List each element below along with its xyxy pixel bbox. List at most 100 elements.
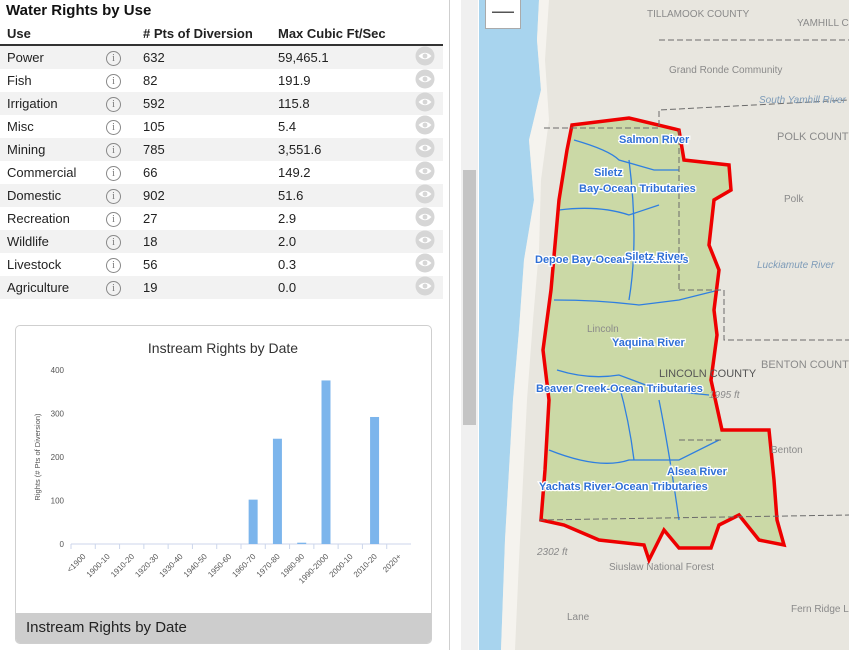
chart-y-tick-label: 400 bbox=[51, 366, 65, 375]
info-circle-icon[interactable]: i bbox=[106, 97, 121, 112]
max-cfs-cell: 2.9 bbox=[278, 211, 297, 226]
map-label-lincoln-county: LINCOLN COUNTY bbox=[659, 368, 757, 380]
visibility-cell bbox=[408, 138, 443, 161]
water-rights-table: Use # Pts of Diversion Max Cubic Ft/Sec … bbox=[0, 23, 443, 299]
table-body: Power i 632 59,465.1 Fish i 82 191.9 Irrigation i… bbox=[0, 45, 443, 299]
points-cell: 105 bbox=[143, 119, 165, 134]
column-header-use: Use bbox=[0, 23, 99, 46]
map-canvas[interactable]: TILLAMOOK COUNTY POLK COUNTY BENTON COUN… bbox=[479, 0, 849, 650]
info-circle-icon[interactable]: i bbox=[106, 189, 121, 204]
max-cfs-cell: 5.4 bbox=[278, 119, 297, 134]
info-circle-icon[interactable]: i bbox=[106, 143, 121, 158]
table-row: Misc i 105 5.4 bbox=[0, 115, 443, 138]
table-header-row: Use # Pts of Diversion Max Cubic Ft/Sec bbox=[0, 23, 443, 46]
water-rights-panel: Water Rights by Use Use # Pts of Diversi… bbox=[0, 2, 443, 644]
eye-icon[interactable] bbox=[415, 46, 435, 69]
info-circle-icon[interactable]: i bbox=[106, 120, 121, 135]
map-label-lincoln: Lincoln bbox=[587, 324, 619, 335]
chart-bar bbox=[272, 438, 282, 544]
points-cell: 19 bbox=[136, 276, 271, 299]
panel-scrollbar[interactable] bbox=[461, 0, 478, 650]
instream-rights-chart-card: Instream Rights by Date Rights (# Pts of … bbox=[15, 325, 432, 644]
eye-icon[interactable] bbox=[415, 92, 435, 115]
visibility-cell bbox=[408, 207, 443, 230]
info-circle-icon[interactable]: i bbox=[106, 166, 121, 181]
chart-x-tick-label: 1970-80 bbox=[255, 552, 283, 580]
use-cell: Irrigation bbox=[0, 92, 99, 115]
scrollbar-thumb[interactable] bbox=[463, 170, 476, 425]
column-header-visibility bbox=[408, 23, 443, 46]
info-cell: i bbox=[99, 184, 136, 207]
visibility-cell bbox=[408, 69, 443, 92]
basin-label-siletz: Siletz bbox=[594, 167, 623, 179]
eye-icon[interactable] bbox=[415, 207, 435, 230]
info-circle-icon[interactable]: i bbox=[106, 258, 121, 273]
chart-x-tick-label: 1950-60 bbox=[206, 552, 234, 580]
map-label-siuslaw: Siuslaw National Forest bbox=[609, 562, 714, 573]
panel-divider bbox=[449, 0, 450, 650]
map-view[interactable]: TILLAMOOK COUNTY POLK COUNTY BENTON COUN… bbox=[479, 0, 849, 650]
map-labels: TILLAMOOK COUNTY POLK COUNTY BENTON COUN… bbox=[536, 9, 849, 623]
chart-y-tick-label: 200 bbox=[51, 453, 65, 462]
map-label-grand-ronde: Grand Ronde Community bbox=[669, 65, 782, 76]
eye-icon[interactable] bbox=[415, 138, 435, 161]
info-circle-icon[interactable]: i bbox=[106, 74, 121, 89]
chart-card-footer[interactable]: Instream Rights by Date bbox=[16, 613, 431, 643]
info-circle-icon[interactable]: i bbox=[106, 51, 121, 66]
max-cfs-cell: 51.6 bbox=[271, 184, 408, 207]
info-cell: i bbox=[99, 115, 136, 138]
chart-x-tick-label: 1960-70 bbox=[230, 552, 258, 580]
max-cfs-cell: 3,551.6 bbox=[271, 138, 408, 161]
visibility-cell bbox=[408, 276, 443, 299]
map-label-south-yamhill: South Yamhill River bbox=[759, 95, 847, 106]
map-label-elevation-1995: 1995 ft bbox=[709, 390, 741, 401]
max-cfs-cell: 149.2 bbox=[278, 165, 311, 180]
eye-icon[interactable] bbox=[415, 230, 435, 253]
use-cell: Fish bbox=[7, 73, 32, 88]
info-cell: i bbox=[99, 138, 136, 161]
map-label-polk: Polk bbox=[784, 194, 804, 205]
pacific-ocean bbox=[479, 0, 541, 650]
table-row: Fish i 82 191.9 bbox=[0, 69, 443, 92]
chart-title: Instream Rights by Date bbox=[148, 340, 298, 356]
basin-labels: Salmon River Siletz Bay-Ocean Tributarie… bbox=[534, 133, 729, 495]
eye-icon[interactable] bbox=[415, 253, 435, 276]
info-cell: i bbox=[99, 161, 136, 184]
chart-bar bbox=[370, 416, 380, 544]
max-cfs-cell: 59,465.1 bbox=[271, 45, 408, 69]
column-header-points: # Pts of Diversion bbox=[136, 23, 271, 46]
visibility-cell bbox=[408, 45, 443, 69]
eye-icon[interactable] bbox=[415, 69, 435, 92]
chart-x-tick-label: 1910-20 bbox=[109, 552, 137, 580]
eye-icon[interactable] bbox=[415, 276, 435, 299]
zoom-out-button[interactable]: — bbox=[485, 0, 521, 29]
table-row: Agriculture i 19 0.0 bbox=[0, 276, 443, 299]
info-cell: i bbox=[99, 69, 136, 92]
info-cell: i bbox=[99, 45, 136, 69]
eye-icon[interactable] bbox=[415, 161, 435, 184]
table-row: Commercial i 66 149.2 bbox=[0, 161, 443, 184]
max-cfs-cell: 2.0 bbox=[271, 230, 408, 253]
info-circle-icon[interactable]: i bbox=[106, 281, 121, 296]
basin-label-yaquina-river: Yaquina River bbox=[612, 337, 685, 349]
table-row: Livestock i 56 0.3 bbox=[0, 253, 443, 276]
map-label-fern-ridge: Fern Ridge Lake bbox=[791, 604, 849, 615]
max-cfs-cell: 0.3 bbox=[278, 257, 297, 272]
eye-icon[interactable] bbox=[415, 115, 435, 138]
table-row: Power i 632 59,465.1 bbox=[0, 45, 443, 69]
chart-y-axis-label: Rights (# Pts of Diversion) bbox=[33, 413, 42, 501]
info-circle-icon[interactable]: i bbox=[106, 235, 121, 250]
instream-rights-chart: Instream Rights by Date Rights (# Pts of … bbox=[33, 340, 411, 585]
chart-bar bbox=[248, 499, 258, 544]
points-cell: 66 bbox=[143, 165, 158, 180]
chart-y-tick-label: 300 bbox=[51, 410, 65, 419]
basin-boundaries bbox=[548, 139, 720, 521]
use-cell: Wildlife bbox=[0, 230, 99, 253]
info-circle-icon[interactable]: i bbox=[106, 212, 121, 227]
points-cell: 56 bbox=[143, 257, 158, 272]
max-cfs-cell: 191.9 bbox=[278, 73, 311, 88]
eye-icon[interactable] bbox=[415, 184, 435, 207]
use-cell: Misc bbox=[7, 119, 34, 134]
table-row: Irrigation i 592 115.8 bbox=[0, 92, 443, 115]
map-label-polk-county: POLK COUNTY bbox=[777, 131, 849, 143]
